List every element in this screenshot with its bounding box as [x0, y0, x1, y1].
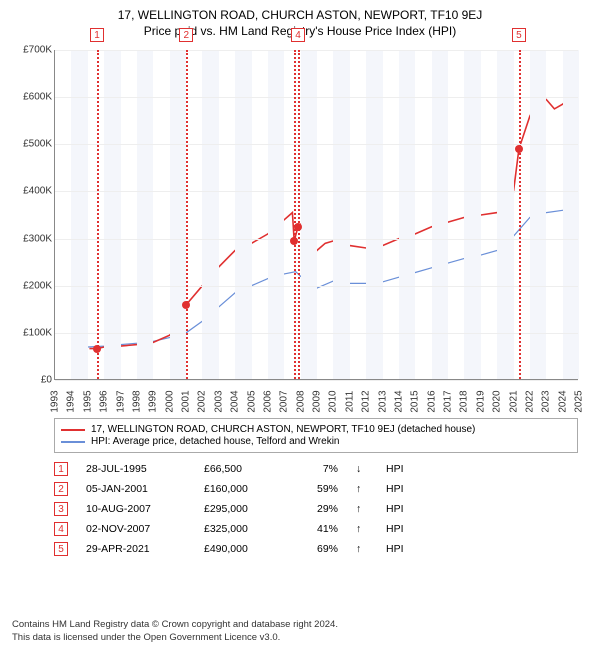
plot-region: 1993199419951996199719981999200020012002…	[54, 50, 578, 380]
row-vs: HPI	[386, 503, 416, 515]
x-tick-label: 2016	[426, 390, 437, 412]
row-price: £490,000	[204, 543, 284, 555]
x-tick-label: 2007	[279, 390, 290, 412]
legend-swatch-hpi	[61, 441, 85, 443]
y-tick-label: £400K	[12, 186, 52, 197]
row-vs: HPI	[386, 483, 416, 495]
row-price: £325,000	[204, 523, 284, 535]
row-badge: 1	[54, 462, 68, 476]
x-tick-label: 2021	[508, 390, 519, 412]
row-vs: HPI	[386, 523, 416, 535]
x-tick-label: 2004	[230, 390, 241, 412]
row-date: 28-JUL-1995	[86, 463, 186, 475]
y-tick-label: £100K	[12, 327, 52, 338]
row-pct: 29%	[302, 503, 338, 515]
sales-table: 1 28-JUL-1995 £66,500 7% ↓ HPI 2 05-JAN-2001 £16…	[54, 459, 578, 559]
x-tick-label: 2022	[524, 390, 535, 412]
sales-row: 1 28-JUL-1995 £66,500 7% ↓ HPI	[54, 459, 578, 479]
y-tick-label: £0	[12, 375, 52, 386]
row-pct: 69%	[302, 543, 338, 555]
x-tick-label: 2009	[312, 390, 323, 412]
x-tick-label: 2010	[328, 390, 339, 412]
row-pct: 7%	[302, 463, 338, 475]
row-arrow-icon: ↑	[356, 503, 368, 515]
x-tick-label: 2023	[541, 390, 552, 412]
y-tick-label: £600K	[12, 92, 52, 103]
x-tick-label: 2019	[475, 390, 486, 412]
x-tick-label: 2024	[557, 390, 568, 412]
sale-marker	[515, 145, 523, 153]
legend-label-property: 17, WELLINGTON ROAD, CHURCH ASTON, NEWPO…	[91, 424, 475, 435]
y-tick-label: £200K	[12, 280, 52, 291]
x-tick-label: 1997	[115, 390, 126, 412]
row-badge: 2	[54, 482, 68, 496]
sales-row: 2 05-JAN-2001 £160,000 59% ↑ HPI	[54, 479, 578, 499]
legend: 17, WELLINGTON ROAD, CHURCH ASTON, NEWPO…	[54, 418, 578, 453]
row-pct: 59%	[302, 483, 338, 495]
legend-label-hpi: HPI: Average price, detached house, Telf…	[91, 436, 340, 447]
sales-row: 4 02-NOV-2007 £325,000 41% ↑ HPI	[54, 519, 578, 539]
x-tick-label: 1998	[131, 390, 142, 412]
row-date: 02-NOV-2007	[86, 523, 186, 535]
sales-row: 3 10-AUG-2007 £295,000 29% ↑ HPI	[54, 499, 578, 519]
x-tick-label: 2008	[295, 390, 306, 412]
row-pct: 41%	[302, 523, 338, 535]
row-vs: HPI	[386, 543, 416, 555]
x-tick-label: 1994	[66, 390, 77, 412]
x-tick-label: 2014	[393, 390, 404, 412]
x-tick-label: 1993	[50, 390, 61, 412]
footer-line-2: This data is licensed under the Open Gov…	[12, 632, 338, 644]
row-badge: 3	[54, 502, 68, 516]
x-tick-label: 2012	[361, 390, 372, 412]
sale-badge: 1	[90, 28, 104, 42]
legend-swatch-property	[61, 429, 85, 431]
row-badge: 5	[54, 542, 68, 556]
sale-badge: 5	[512, 28, 526, 42]
x-tick-label: 2005	[246, 390, 257, 412]
x-tick-label: 1995	[82, 390, 93, 412]
x-tick-label: 2020	[492, 390, 503, 412]
sale-badge: 2	[179, 28, 193, 42]
row-arrow-icon: ↑	[356, 523, 368, 535]
sales-row: 5 29-APR-2021 £490,000 69% ↑ HPI	[54, 539, 578, 559]
x-tick-label: 1999	[148, 390, 159, 412]
row-badge: 4	[54, 522, 68, 536]
y-tick-label: £300K	[12, 233, 52, 244]
y-tick-label: £700K	[12, 45, 52, 56]
x-tick-label: 2025	[574, 390, 585, 412]
row-price: £66,500	[204, 463, 284, 475]
x-tick-label: 2015	[410, 390, 421, 412]
x-tick-label: 2018	[459, 390, 470, 412]
x-tick-label: 2002	[197, 390, 208, 412]
chart-title: 17, WELLINGTON ROAD, CHURCH ASTON, NEWPO…	[12, 8, 588, 22]
y-tick-label: £500K	[12, 139, 52, 150]
footer-text: Contains HM Land Registry data © Crown c…	[12, 619, 338, 644]
sale-marker	[294, 223, 302, 231]
x-tick-label: 1996	[99, 390, 110, 412]
sale-badge: 4	[291, 28, 305, 42]
row-date: 10-AUG-2007	[86, 503, 186, 515]
x-tick-label: 2006	[262, 390, 273, 412]
row-arrow-icon: ↑	[356, 483, 368, 495]
sale-marker	[93, 345, 101, 353]
x-tick-label: 2013	[377, 390, 388, 412]
chart-area: 1993 1994 1995 1996 1997 1998 1999 2000 2001 2002…	[12, 44, 588, 414]
x-tick-label: 2011	[344, 391, 355, 413]
footer-line-1: Contains HM Land Registry data © Crown c…	[12, 619, 338, 631]
row-date: 29-APR-2021	[86, 543, 186, 555]
row-price: £160,000	[204, 483, 284, 495]
x-tick-label: 2001	[181, 390, 192, 412]
row-arrow-icon: ↑	[356, 543, 368, 555]
x-tick-label: 2017	[443, 390, 454, 412]
row-date: 05-JAN-2001	[86, 483, 186, 495]
row-price: £295,000	[204, 503, 284, 515]
x-tick-label: 2000	[164, 390, 175, 412]
x-tick-label: 2003	[213, 390, 224, 412]
row-vs: HPI	[386, 463, 416, 475]
sale-marker	[182, 301, 190, 309]
row-arrow-icon: ↓	[356, 463, 368, 475]
